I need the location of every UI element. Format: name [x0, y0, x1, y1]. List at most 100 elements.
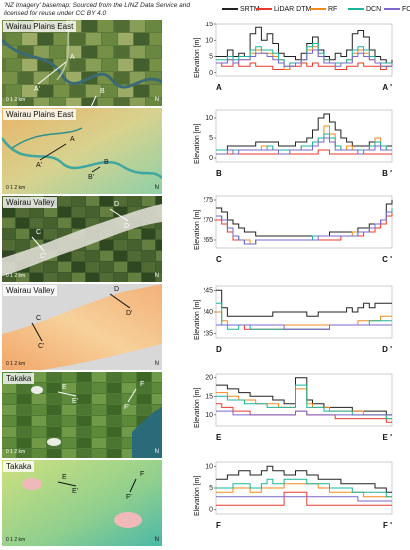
series-line-lidar-dtm — [216, 491, 392, 506]
series-line-fcn — [216, 137, 392, 155]
north-arrow-icon: N — [154, 185, 159, 191]
profile-point-label: B — [104, 159, 109, 166]
profile-start-label: E — [216, 433, 222, 442]
y-axis-label: Elevation [m] — [194, 209, 201, 250]
series-line-fcn — [216, 49, 393, 67]
y-tick-label: 10 — [205, 37, 213, 44]
chart-canvas: 235 240 245 D D ' — [201, 285, 393, 354]
map-panel-5: Takaka E E' F F' 0 1 2 km N — [2, 372, 162, 458]
legend-swatch — [222, 8, 238, 11]
y-tick-label: 275 — [204, 197, 213, 204]
y-tick-label: 15 — [205, 22, 213, 28]
map-panel-6: Takaka E E' F F' 0 1 2 km N — [2, 460, 162, 546]
y-tick-label: 10 — [205, 463, 213, 470]
panel-title: Takaka — [3, 373, 35, 384]
profile-point-label: D — [114, 201, 120, 208]
profile-point-label: D' — [124, 223, 131, 230]
map-image — [2, 108, 162, 194]
profile-end-label: A ' — [382, 83, 392, 92]
y-tick-label: 10 — [205, 412, 213, 419]
y-tick-label: 270 — [204, 217, 213, 224]
map-image — [2, 372, 162, 458]
profile-point-label: F' — [124, 404, 130, 411]
y-tick-label: 0 — [209, 70, 213, 77]
profile-point-label: A' — [36, 162, 43, 169]
series-line-fcn — [216, 410, 392, 416]
profile-end-label: E ' — [383, 433, 393, 442]
scale-bar: 0 1 2 km — [6, 449, 26, 455]
legend-swatch — [310, 8, 326, 11]
series-line-dcn — [216, 208, 393, 245]
profile-point-label: A — [70, 136, 75, 143]
profile-point-label: C' — [40, 253, 47, 260]
y-axis-label: Elevation [m] — [194, 475, 201, 516]
scale-bar: 0 1 2 km — [6, 185, 26, 191]
y-tick-label: 265 — [204, 237, 213, 244]
series-line-rf — [216, 483, 392, 498]
profile-point-label: F — [140, 381, 145, 388]
map-image — [2, 284, 162, 370]
chart-canvas: 0 5 10 F F ' — [205, 461, 393, 530]
profile-point-label: E — [62, 474, 67, 481]
panel-title: Wairau Valley — [3, 285, 58, 296]
profile-point-label: B' — [88, 174, 95, 181]
profile-point-label: E' — [72, 398, 79, 405]
profile-point-label: F' — [126, 494, 132, 501]
y-axis-label: Elevation [m] — [194, 299, 201, 340]
profile-chart-5: 10 15 20 E E ' — [204, 372, 410, 444]
series-line-rf — [216, 311, 392, 326]
chart-legend: SRTM LiDAR DTM RF DCN FCN — [222, 4, 410, 18]
panel-title: Takaka — [3, 461, 35, 472]
scale-bar: 0 1 2 km — [6, 361, 26, 367]
y-tick-label: 10 — [205, 115, 213, 122]
profile-start-label: B — [216, 169, 222, 178]
y-tick-label: 20 — [205, 375, 213, 382]
profile-chart-3: 265 270 275 C C ' — [201, 194, 410, 266]
y-tick-label: 5 — [209, 485, 213, 492]
series-line-fcn — [216, 211, 392, 245]
north-arrow-icon: N — [154, 273, 159, 279]
legend-item-srtm: SRTM — [222, 6, 260, 13]
scale-bar: 0 1 2 km — [6, 97, 26, 103]
panel-title: Wairau Valley — [3, 197, 58, 208]
series-line-rf — [216, 208, 393, 245]
series-line-fcn — [216, 496, 392, 502]
y-axis-label: Elevation [m] — [194, 37, 201, 78]
profile-point-label: E' — [72, 488, 79, 495]
y-axis-label: Elevation [m] — [194, 123, 201, 164]
profile-point-label: C' — [38, 343, 45, 350]
y-tick-label: 240 — [204, 309, 213, 316]
y-tick-label: 15 — [205, 393, 213, 400]
series-line-lidar-dtm — [216, 149, 392, 155]
map-panel-3: Wairau Valley D D' C C' 0 1 2 km N — [2, 196, 162, 282]
north-arrow-icon: N — [154, 97, 159, 103]
profile-point-label: A' — [34, 86, 41, 93]
north-arrow-icon: N — [154, 361, 159, 367]
profile-chart-2: 0 5 10 B B ' — [204, 108, 410, 180]
y-tick-label: 0 — [209, 507, 213, 514]
profile-end-label: D ' — [382, 345, 392, 354]
map-image — [2, 460, 162, 546]
map-panel-2: Wairau Plains East A A' B B' 0 1 2 km N — [2, 108, 162, 194]
chart-canvas: 0 5 10 15 A A ' — [205, 21, 393, 92]
series-line-dcn — [216, 384, 392, 420]
profile-point-label: C — [36, 315, 42, 322]
panel-title: Wairau Plains East — [3, 21, 77, 32]
y-tick-label: 5 — [209, 54, 213, 61]
legend-label: DCN — [366, 6, 382, 13]
series-line-srtm — [216, 200, 393, 237]
series-line-rf — [216, 388, 392, 420]
legend-label: FCN — [402, 6, 410, 13]
profile-chart-6: 0 5 10 F F ' — [204, 460, 410, 532]
series-line-dcn — [216, 478, 392, 498]
legend-item-lidar-dtm: LiDAR DTM — [256, 6, 311, 13]
series-line-lidar-dtm — [216, 403, 392, 423]
map-panel-4: Wairau Valley D D' C C' 0 1 2 km N — [2, 284, 162, 370]
y-tick-label: 5 — [209, 135, 213, 142]
legend-item-dcn: DCN — [348, 6, 381, 13]
chart-canvas: 0 5 10 B B ' — [205, 109, 393, 178]
scale-bar: 0 1 2 km — [6, 537, 26, 543]
series-line-srtm — [216, 113, 392, 151]
series-line-lidar-dtm — [216, 62, 392, 70]
